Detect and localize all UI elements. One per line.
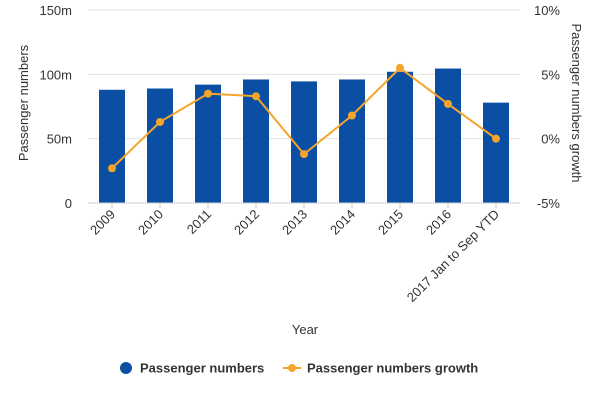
bar [99,89,125,203]
bar [435,68,461,203]
y-tick-label: 150m [39,3,72,18]
x-tick-label: 2009 [87,207,118,238]
growth-point [444,99,452,108]
y-tick-label: 0 [65,196,72,211]
y2-tick-label: 5% [541,67,560,82]
bar [483,102,509,203]
line-series [108,63,500,173]
growth-point [348,111,356,120]
bar [147,88,173,203]
growth-point [492,134,500,143]
y-tick-label: 100m [39,67,72,82]
y2-tick-label: 0% [541,132,560,147]
growth-point [156,117,164,126]
legend-bar-label: Passenger numbers [140,361,264,376]
x-tick-label: 2016 [423,207,454,238]
x-tick-label: 2010 [135,207,166,238]
x-tick-label: 2014 [327,207,358,238]
bar [387,71,413,203]
y-axis-title: Passenger numbers [16,44,31,161]
growth-point [204,89,212,98]
legend-line-label: Passenger numbers growth [307,361,478,376]
legend-bar-marker [120,362,132,374]
growth-point [396,63,404,72]
legend-line-marker-dot [288,364,296,372]
x-tick-label: 2012 [231,207,262,238]
y2-axis-title: Passenger numbers growth [569,24,584,183]
bar [195,84,221,203]
growth-point [300,150,308,159]
x-axis-title: Year [292,322,319,337]
y2-tick-label: 10% [534,3,560,18]
bar [339,79,365,203]
growth-point [252,92,260,101]
x-tick-label: 2011 [184,207,214,237]
x-tick-label: 2013 [279,207,310,238]
x-tick-label: 2015 [375,207,406,238]
y-tick-label: 50m [47,132,72,147]
x-tick-label: 2017 Jan to Sep YTD [404,207,502,305]
legend: Passenger numbers Passenger numbers grow… [120,361,478,376]
y2-tick-label: -5% [537,196,561,211]
growth-point [108,164,116,173]
bar-series [99,68,509,203]
